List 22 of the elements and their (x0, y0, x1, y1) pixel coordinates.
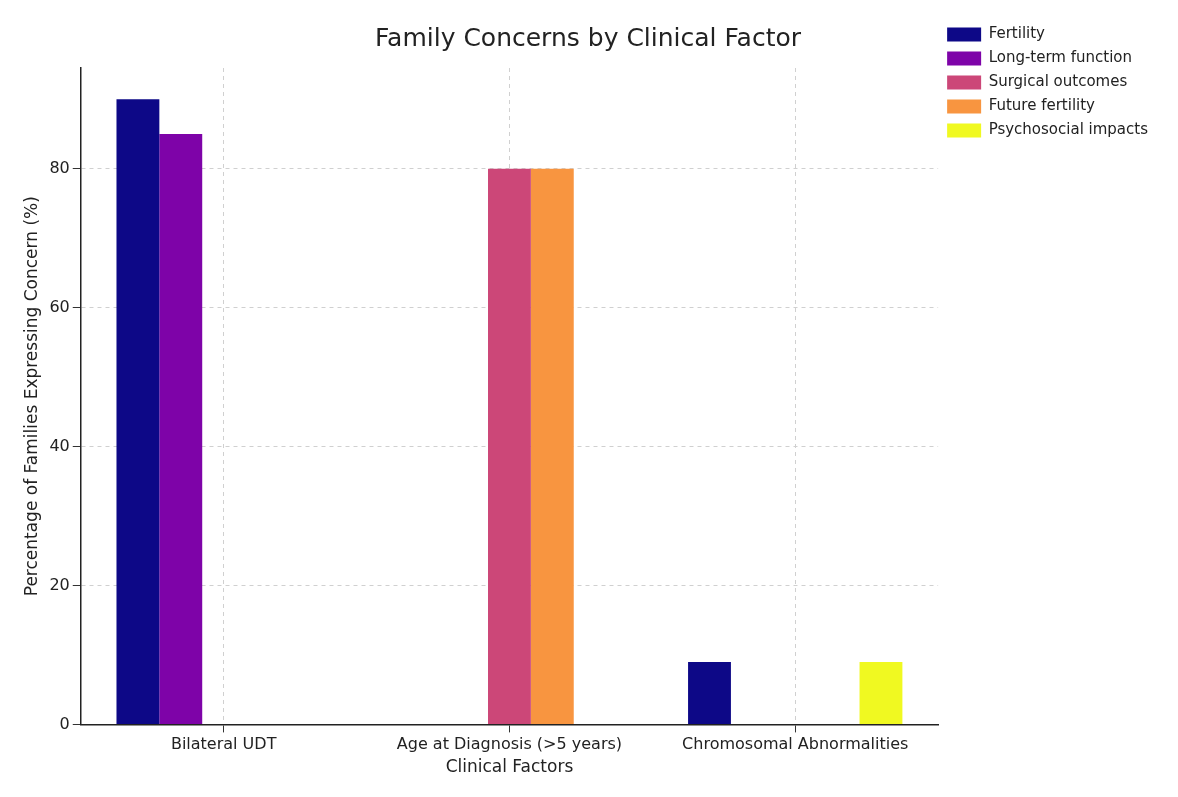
y-tick-label: 0 (59, 713, 70, 733)
bar (116, 99, 160, 724)
y-tick-label: 40 (49, 435, 70, 455)
bar (159, 133, 203, 724)
legend-label: Fertility (988, 24, 1046, 43)
x-tick-label: Age at Diagnosis (>5 years) (396, 734, 623, 754)
y-tick-label: 60 (49, 296, 70, 316)
bar (530, 168, 574, 724)
bar (688, 661, 731, 724)
y-axis-title: Percentage of Families Expressing Concern (%) (20, 196, 41, 597)
legend-label: Psychosocial impacts (988, 120, 1149, 139)
legend-label: Future fertility (988, 96, 1096, 115)
y-tick-label: 20 (49, 574, 70, 594)
chart-title: Family Concerns by Clinical Factor (374, 22, 802, 52)
x-tick-label: Chromosomal Abnormalities (682, 734, 909, 754)
y-tick-label: 80 (49, 157, 70, 177)
legend-label: Surgical outcomes (988, 72, 1128, 91)
legend-label: Long-term function (988, 48, 1133, 67)
bar (859, 661, 903, 724)
x-tick-label: Bilateral UDT (170, 734, 277, 754)
x-axis-title: Clinical Factors (445, 756, 574, 777)
bar (488, 168, 531, 724)
